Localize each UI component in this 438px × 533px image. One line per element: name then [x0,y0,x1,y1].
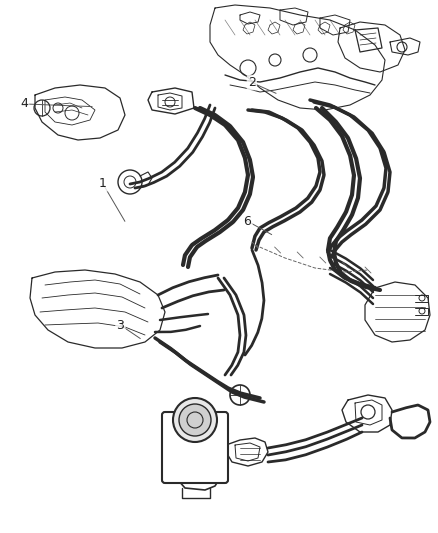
Text: 4: 4 [20,98,28,110]
Text: 3: 3 [117,319,124,332]
Text: 2: 2 [248,76,256,89]
Text: 1: 1 [99,177,107,190]
Circle shape [179,404,211,436]
Text: 6: 6 [244,215,251,228]
FancyBboxPatch shape [162,412,228,483]
Circle shape [173,398,217,442]
